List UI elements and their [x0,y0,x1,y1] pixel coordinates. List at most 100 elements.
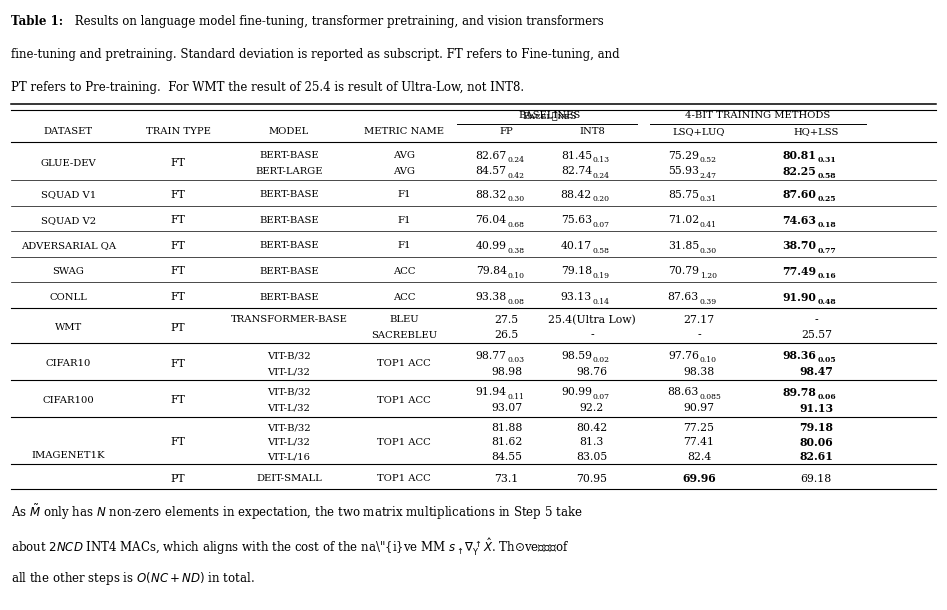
Text: 85.75: 85.75 [668,190,699,199]
Text: SQUAD V2: SQUAD V2 [41,216,96,224]
Text: FT: FT [170,241,186,251]
Text: ADVERSARIAL QA: ADVERSARIAL QA [21,242,116,250]
Text: AVG: AVG [393,167,416,176]
Text: 74.63: 74.63 [782,215,816,226]
Text: CIFAR10: CIFAR10 [45,359,91,368]
Text: TOP1 ACC: TOP1 ACC [378,438,431,447]
Text: 0.68: 0.68 [508,221,525,229]
Text: BERT-BASE: BERT-BASE [259,216,318,224]
Text: VIT-B/32: VIT-B/32 [267,388,311,396]
Text: 87.60: 87.60 [782,189,816,200]
Text: 84.55: 84.55 [491,451,522,462]
Text: FT: FT [170,437,186,447]
Text: 25.4(Ultra Low): 25.4(Ultra Low) [548,315,635,325]
Text: SACREBLEU: SACREBLEU [371,331,438,340]
Text: 81.62: 81.62 [491,437,523,447]
Text: ACC: ACC [393,293,416,301]
Text: FT: FT [170,292,186,302]
Text: 82.67: 82.67 [475,151,507,160]
Text: 98.36: 98.36 [782,350,816,361]
Text: 69.96: 69.96 [682,473,716,484]
Text: FT: FT [170,359,186,368]
Text: 0.20: 0.20 [593,195,610,204]
Text: 98.77: 98.77 [475,351,507,361]
Text: FT: FT [170,267,186,276]
Text: 0.05: 0.05 [817,356,836,365]
Text: 0.10: 0.10 [508,272,525,281]
Text: 87.63: 87.63 [668,292,699,302]
Text: VIT-B/32: VIT-B/32 [267,351,311,360]
Text: Results on language model fine-tuning, transformer pretraining, and vision trans: Results on language model fine-tuning, t… [71,15,604,28]
Text: about $2NCD$ INT4 MACs, which aligns with the cost of the na\"{i}ve MM $s_\uparr: about $2NCD$ INT4 MACs, which aligns wit… [11,536,570,558]
Text: 0.38: 0.38 [508,246,525,255]
Text: 40.17: 40.17 [561,241,592,251]
Text: CIFAR100: CIFAR100 [43,396,94,404]
Text: 82.61: 82.61 [799,451,833,462]
Text: TRAIN TYPE: TRAIN TYPE [146,127,210,136]
Text: 38.70: 38.70 [782,240,816,251]
Text: AVG: AVG [393,151,416,160]
Text: LSQ+LUQ: LSQ+LUQ [672,127,725,136]
Text: 0.10: 0.10 [700,356,717,365]
Text: 79.84: 79.84 [475,267,507,276]
Text: Table 1:: Table 1: [11,15,63,28]
Text: F1: F1 [398,216,411,224]
Text: DEIT-SMALL: DEIT-SMALL [256,475,322,483]
Text: HQ+LSS: HQ+LSS [794,127,839,136]
Text: 4-BIT TRAINING METHODS: 4-BIT TRAINING METHODS [685,111,831,120]
Text: 0.58: 0.58 [593,246,610,255]
Text: 98.76: 98.76 [577,367,607,376]
Text: 70.79: 70.79 [668,267,699,276]
Text: 98.47: 98.47 [799,366,833,377]
Text: 89.78: 89.78 [782,387,816,398]
Text: 79.18: 79.18 [799,422,833,433]
Text: 82.74: 82.74 [561,167,592,176]
Text: all the other steps is $O(NC + ND)$ in total.: all the other steps is $O(NC + ND)$ in t… [11,570,255,587]
Text: 71.02: 71.02 [668,215,699,225]
Text: 79.18: 79.18 [561,267,592,276]
Text: 0.58: 0.58 [817,172,836,181]
Text: As $\tilde{M}$ only has $N$ non-zero elements in expectation, the two matrix mul: As $\tilde{M}$ only has $N$ non-zero ele… [11,503,582,522]
Text: 0.52: 0.52 [700,156,717,165]
Text: 81.45: 81.45 [561,151,592,160]
Text: GLUE-DEV: GLUE-DEV [41,159,96,168]
Text: 27.17: 27.17 [684,315,714,325]
Text: 0.30: 0.30 [700,246,717,255]
Text: SWAG: SWAG [52,267,84,276]
Text: 27.5: 27.5 [494,315,519,325]
Text: VIT-L/32: VIT-L/32 [267,404,311,412]
Text: 80.81: 80.81 [782,150,816,161]
Text: 0.24: 0.24 [508,156,525,165]
Text: PT refers to Pre-training.  For WMT the result of 25.4 is result of Ultra-Low, n: PT refers to Pre-training. For WMT the r… [11,81,525,94]
Text: SQUAD V1: SQUAD V1 [41,190,96,199]
Text: BᴀᴄᴇʟꞮɴᴇS: BᴀᴄᴇʟꞮɴᴇS [522,111,577,120]
Text: 26.5: 26.5 [494,330,519,340]
Text: 75.63: 75.63 [561,215,592,225]
Text: METRIC NAME: METRIC NAME [365,127,444,136]
Text: VIT-L/32: VIT-L/32 [267,438,311,447]
Text: 77.25: 77.25 [684,423,714,433]
Text: 0.02: 0.02 [593,356,610,365]
Text: 25.57: 25.57 [801,330,831,340]
Text: 31.85: 31.85 [668,241,699,251]
Text: 0.085: 0.085 [700,393,722,401]
Text: FT: FT [170,395,186,405]
Text: 91.94: 91.94 [475,387,507,397]
Text: 1.20: 1.20 [700,272,717,281]
Text: 0.06: 0.06 [817,393,836,401]
Text: 80.06: 80.06 [799,437,833,448]
Text: -: - [590,330,594,340]
Text: 0.30: 0.30 [508,195,525,204]
Text: FT: FT [170,190,186,199]
Text: BASELINES: BASELINES [518,111,581,120]
Text: 0.13: 0.13 [593,156,610,165]
Text: 93.38: 93.38 [475,292,507,302]
Text: FT: FT [170,159,186,168]
Text: 88.42: 88.42 [561,190,592,199]
Text: MODEL: MODEL [269,127,309,136]
Text: 98.98: 98.98 [491,367,522,376]
Text: 0.31: 0.31 [817,156,836,165]
Text: 0.41: 0.41 [700,221,717,229]
Text: PT: PT [170,474,186,484]
Text: 0.39: 0.39 [700,298,717,306]
